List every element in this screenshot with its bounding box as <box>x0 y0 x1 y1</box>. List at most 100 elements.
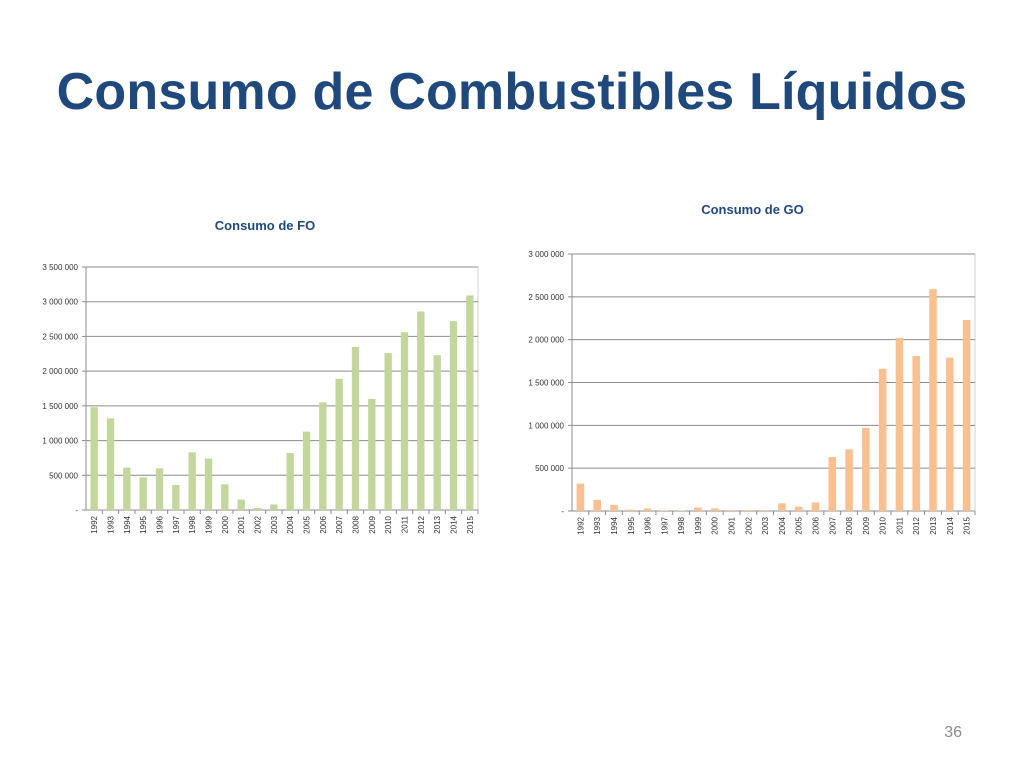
bar-1994 <box>610 505 618 511</box>
x-tick-label: 2000 <box>711 516 720 534</box>
bar-2010 <box>384 353 392 510</box>
x-tick-label: 1992 <box>576 516 585 534</box>
chart-go-canvas: Consumo de GO - 500 000 1 000 000 1 500 000 2… <box>528 202 976 535</box>
x-tick-label: 2010 <box>384 515 393 533</box>
y-tick-label: 2 000 000 <box>528 336 564 345</box>
bar-2009 <box>862 427 870 511</box>
bar-2003 <box>761 510 769 511</box>
x-tick-label: 2008 <box>352 515 361 533</box>
bar-2015 <box>466 295 474 510</box>
x-tick-label: 1998 <box>677 516 686 534</box>
x-tick-label: 2003 <box>270 515 279 533</box>
bar-2013 <box>433 355 441 510</box>
x-tick-label: 1992 <box>90 515 99 533</box>
x-tick-label: 2000 <box>221 515 230 533</box>
bar-1997 <box>172 485 180 510</box>
x-tick-label: 1995 <box>139 515 148 533</box>
bar-2011 <box>895 337 904 511</box>
bar-2001 <box>727 510 736 511</box>
y-tick-label: 1 500 000 <box>42 402 78 411</box>
x-tick-label: 2002 <box>254 515 263 533</box>
x-tick-label: 2012 <box>912 516 921 534</box>
x-tick-label: 2004 <box>286 515 295 533</box>
chart-consumo-fo: Consumo de FO - 500 000 1 000 000 1 500 000 2… <box>40 212 490 552</box>
slide-title: Consumo de Combustibles Líquidos <box>56 63 968 121</box>
bar-2005 <box>302 431 311 510</box>
bar-1999 <box>694 507 702 511</box>
x-tick-label: 2009 <box>862 516 871 534</box>
x-tick-label: 1993 <box>107 515 116 533</box>
y-tick-label: - <box>75 506 78 515</box>
x-tick-label: 1998 <box>188 515 197 533</box>
bar-1993 <box>593 499 601 511</box>
bar-2003 <box>270 504 278 510</box>
chart-consumo-go: Consumo de GO - 500 000 1 000 000 1 500 000 2… <box>515 196 990 552</box>
bar-2004 <box>286 453 294 510</box>
x-tick-label: 2002 <box>744 516 753 534</box>
x-tick-label: 2001 <box>237 515 246 533</box>
bar-2007 <box>828 457 837 511</box>
bar-1995 <box>626 509 635 511</box>
x-tick-label: 2015 <box>466 515 475 533</box>
chart-title: Consumo de GO <box>701 202 804 217</box>
y-tick-label: 2 000 000 <box>42 367 78 376</box>
y-tick-label: 1 500 000 <box>528 379 564 388</box>
x-tick-label: 2005 <box>795 516 804 534</box>
y-tick-label: 500 000 <box>49 471 78 480</box>
bar-1999 <box>204 458 213 510</box>
chart-fo-canvas: Consumo de FO - 500 000 1 000 000 1 500 000 2… <box>42 218 479 534</box>
x-tick-label: 2010 <box>879 516 888 534</box>
x-tick-label: 2008 <box>845 516 854 534</box>
x-tick-label: 1999 <box>694 516 703 534</box>
bar-2013 <box>929 289 937 511</box>
bar-2000 <box>710 508 719 511</box>
y-tick-label: 2 500 000 <box>528 293 564 302</box>
x-tick-label: 2014 <box>450 515 459 533</box>
x-tick-label: 2009 <box>368 515 377 533</box>
x-tick-label: 1996 <box>644 516 653 534</box>
chart-title: Consumo de FO <box>215 218 315 233</box>
x-tick-label: 2015 <box>963 516 972 534</box>
bar-1996 <box>155 468 164 510</box>
y-tick-label: 2 500 000 <box>42 332 78 341</box>
bar-1992 <box>90 407 98 510</box>
bar-2008 <box>351 346 360 510</box>
x-tick-label: 1993 <box>593 516 602 534</box>
x-tick-label: 1997 <box>172 515 181 533</box>
x-tick-label: 2011 <box>895 516 904 534</box>
x-tick-label: 2007 <box>335 515 344 533</box>
bar-2001 <box>237 499 245 510</box>
bar-1995 <box>139 477 147 510</box>
bar-2014 <box>946 357 954 511</box>
x-tick-label: 2014 <box>946 516 955 534</box>
y-tick-label: 3 000 000 <box>42 298 78 307</box>
bar-2008 <box>845 449 853 511</box>
slide-number: 36 <box>944 724 962 741</box>
bar-1993 <box>106 418 115 510</box>
bar-1994 <box>123 467 131 510</box>
bar-1992 <box>576 483 585 511</box>
x-tick-label: 2006 <box>811 516 820 534</box>
bar-2012 <box>912 355 921 511</box>
bar-2012 <box>417 311 425 510</box>
x-tick-label: 1994 <box>123 515 132 533</box>
bar-2006 <box>811 502 820 511</box>
bar-2011 <box>400 332 409 510</box>
x-tick-label: 2013 <box>929 516 938 534</box>
x-tick-label: 1999 <box>205 515 214 533</box>
bar-2010 <box>878 368 887 511</box>
x-tick-label: 2013 <box>433 515 442 533</box>
y-tick-label: 3 000 000 <box>528 250 564 259</box>
x-tick-label: 1996 <box>156 515 165 533</box>
bar-2002 <box>253 507 262 510</box>
bar-1998 <box>188 452 196 510</box>
x-tick-label: 2007 <box>828 516 837 534</box>
y-tick-label: - <box>561 507 564 516</box>
x-tick-label: 1994 <box>610 516 619 534</box>
bar-2014 <box>449 321 458 510</box>
x-tick-label: 2004 <box>778 516 787 534</box>
bar-2005 <box>794 506 803 511</box>
y-tick-label: 1 000 000 <box>528 421 564 430</box>
x-tick-label: 2011 <box>401 515 410 533</box>
y-tick-label: 500 000 <box>535 464 564 473</box>
